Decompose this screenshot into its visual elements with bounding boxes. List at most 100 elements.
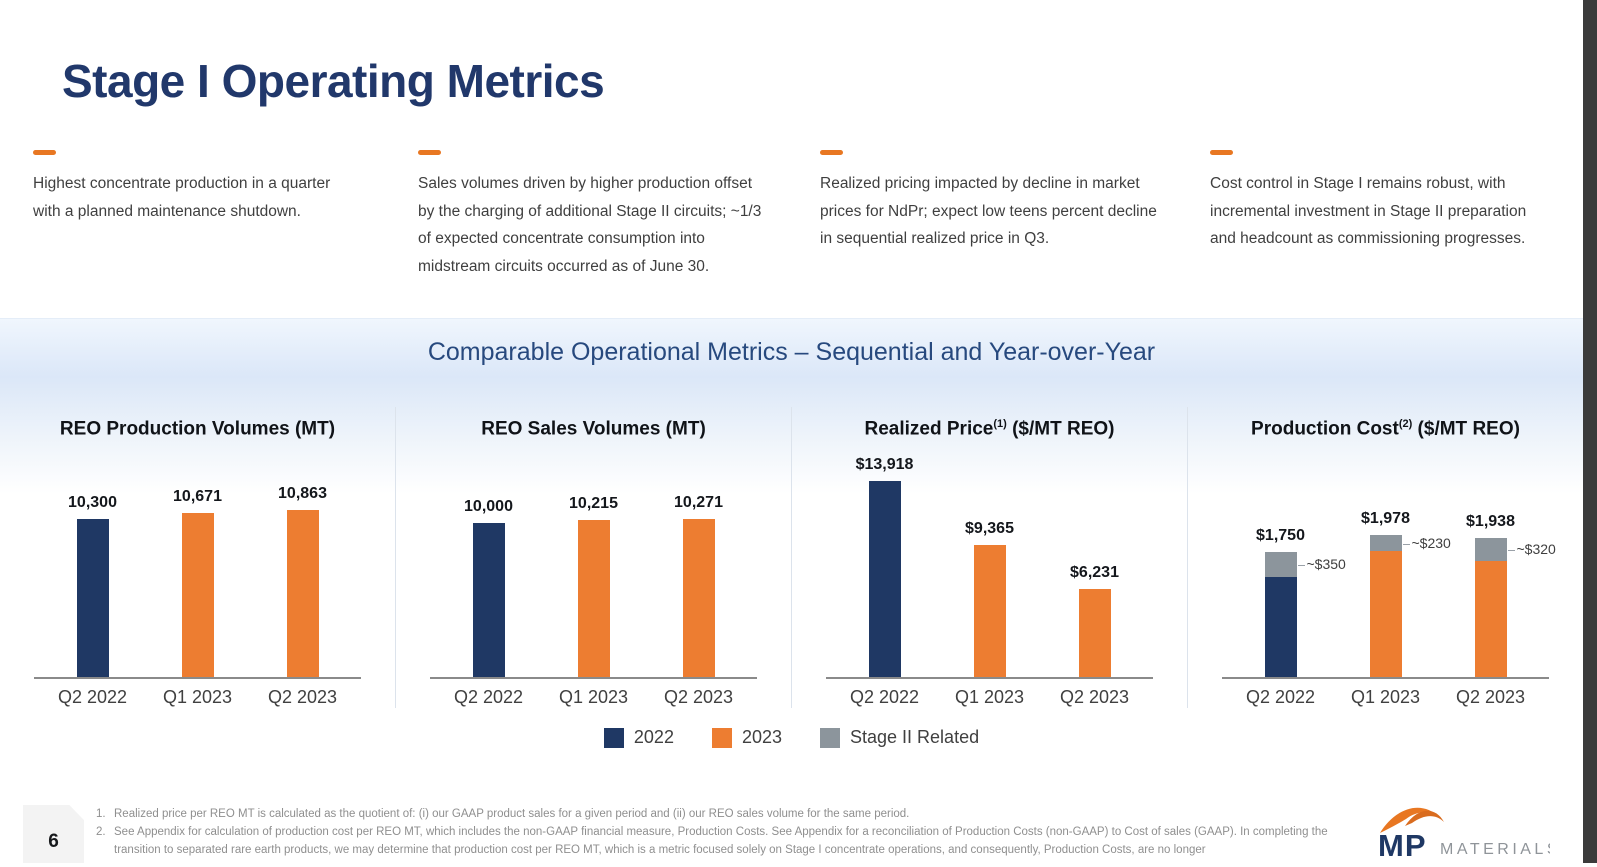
x-axis-tick-label: Q2 2022	[453, 687, 524, 707]
x-axis-tick-label: Q1 2023	[558, 687, 629, 707]
highlight-text: Highest concentrate production in a quar…	[33, 175, 331, 220]
stage2-annotation: ~$230	[1402, 535, 1451, 551]
legend-item-2022: 2022	[603, 727, 674, 748]
accent-dash	[33, 150, 56, 155]
x-axis-line	[430, 677, 757, 679]
plot-area: $13,918 $9,365 $6,231	[792, 449, 1187, 677]
bar-column: 10,271	[646, 494, 751, 677]
bar-column: 10,215	[541, 495, 646, 677]
bar-value-label: $1,750	[1256, 527, 1305, 544]
bar	[577, 520, 610, 677]
footnote-text: Realized price per REO MT is calculated …	[114, 808, 910, 820]
x-axis-line	[34, 677, 361, 679]
bar-column: $1,978 ~$230	[1333, 510, 1451, 677]
highlight-text: Sales volumes driven by higher productio…	[418, 175, 762, 275]
page-title: Stage I Operating Metrics	[62, 55, 605, 107]
x-axis-ticks: Q2 2022 Q1 2023 Q2 2023	[396, 687, 791, 708]
plot-area: $1,750 ~$350 $1,978 ~$230 $1,938 ~$320	[1188, 449, 1583, 677]
highlight-cost: Cost control in Stage I remains robust, …	[1210, 150, 1542, 253]
x-axis-tick-label: Q2 2023	[1455, 687, 1526, 707]
x-axis-line	[826, 677, 1153, 679]
bar-column: 10,300	[40, 494, 145, 677]
legend-item-stage2-related: Stage II Related	[820, 727, 979, 748]
screen-edge-strip	[1583, 0, 1597, 863]
bar-value-label: 10,300	[68, 494, 117, 511]
x-axis-tick-label: Q2 2023	[1059, 687, 1130, 707]
bar	[973, 545, 1006, 677]
base-segment	[1264, 577, 1297, 677]
footnote-text: See Appendix for calculation of producti…	[114, 825, 1328, 856]
legend-swatch-stage2	[820, 727, 840, 748]
section-banner-title: Comparable Operational Metrics – Sequent…	[427, 338, 1156, 366]
metrics-section: Comparable Operational Metrics – Sequent…	[0, 318, 1583, 771]
mp-logo-swoosh-icon	[1380, 807, 1444, 833]
bar-value-label: 10,671	[173, 488, 222, 505]
bar-value-label: $1,938	[1466, 513, 1515, 530]
stage2-segment	[1474, 538, 1507, 561]
footnote-number: 1.	[96, 808, 106, 820]
stage2-segment	[1369, 535, 1402, 551]
stage2-annotation: ~$350	[1297, 556, 1346, 572]
bar-column: $13,918	[832, 456, 937, 677]
bar-value-label: $1,978	[1361, 510, 1410, 527]
highlight-pricing: Realized pricing impacted by decline in …	[820, 150, 1168, 253]
legend-swatch-2023	[711, 727, 732, 748]
bar	[472, 523, 505, 677]
charts-row: REO Production Volumes (MT) 10,300 10,671…	[0, 407, 1583, 708]
bar-value-label: 10,271	[674, 494, 723, 511]
footnotes: 1. Realized price per REO MT is calculat…	[96, 806, 1341, 859]
plot-area: 10,000 10,215 10,271	[396, 449, 791, 677]
chart-panel-reo-production-volumes: REO Production Volumes (MT) 10,300 10,671…	[0, 407, 395, 708]
chart-title: Realized Price(1) ($/MT REO)	[864, 418, 1115, 440]
stacked-bar: ~$230	[1369, 535, 1451, 677]
x-axis-tick-label: Q2 2023	[267, 687, 338, 707]
highlight-sales: Sales volumes driven by higher productio…	[418, 150, 770, 280]
legend-label: Stage II Related	[850, 727, 980, 747]
bar-column: 10,863	[250, 485, 355, 677]
chart-panel-realized-price: Realized Price(1) ($/MT REO) $13,918 $9,3…	[791, 407, 1187, 708]
legend-swatch-2022	[603, 727, 624, 748]
stage2-segment	[1264, 552, 1297, 577]
accent-dash	[820, 150, 843, 155]
highlight-text: Cost control in Stage I remains robust, …	[1210, 175, 1527, 248]
bar-column: 10,000	[436, 498, 541, 677]
base-segment	[1369, 551, 1402, 677]
bar-column: $6,231	[1042, 564, 1147, 677]
stage2-annotation: ~$320	[1507, 541, 1556, 557]
x-axis-tick-label: Q1 2023	[954, 687, 1025, 707]
footnote-2: 2. See Appendix for calculation of produ…	[96, 824, 1341, 860]
chart-legend: 2022 2023 Stage II Related	[0, 727, 1583, 748]
page-number: 6	[48, 831, 59, 852]
bar-value-label: $9,365	[965, 520, 1014, 537]
bar-value-label: 10,863	[278, 485, 327, 502]
bar-value-label: $6,231	[1070, 564, 1119, 581]
x-axis-line	[1222, 677, 1549, 679]
highlight-production: Highest concentrate production in a quar…	[33, 150, 335, 225]
highlight-text: Realized pricing impacted by decline in …	[820, 175, 1157, 248]
bar	[181, 513, 214, 677]
x-axis-ticks: Q2 2022 Q1 2023 Q2 2023	[792, 687, 1187, 708]
bar-column: $9,365	[937, 520, 1042, 677]
accent-dash	[418, 150, 441, 155]
bar	[868, 481, 901, 677]
logo-materials-text: MATERIALS	[1440, 841, 1550, 858]
x-axis-tick-label: Q2 2022	[849, 687, 920, 707]
bar-column: $1,750 ~$350	[1228, 527, 1346, 677]
base-segment	[1474, 561, 1507, 677]
x-axis-tick-label: Q2 2023	[663, 687, 734, 707]
x-axis-tick-label: Q1 2023	[1350, 687, 1421, 707]
chart-title: REO Sales Volumes (MT)	[481, 418, 706, 440]
bar-column: $1,938 ~$320	[1438, 513, 1556, 677]
bar-value-label: 10,215	[569, 495, 618, 512]
chart-title: REO Production Volumes (MT)	[59, 418, 336, 440]
accent-dash	[1210, 150, 1233, 155]
mp-materials-logo: MP MATERIALS	[1378, 802, 1558, 863]
chart-panel-production-cost: Production Cost(2) ($/MT REO) $1,750 ~$35…	[1187, 407, 1583, 708]
legend-label: 2023	[741, 727, 782, 747]
stacked-bar: ~$350	[1264, 552, 1346, 677]
legend-label: 2022	[633, 727, 674, 747]
bar-column: 10,671	[145, 488, 250, 677]
footnote-1: 1. Realized price per REO MT is calculat…	[96, 806, 1341, 824]
bar-value-label: 10,000	[464, 498, 513, 515]
bar	[286, 510, 319, 677]
